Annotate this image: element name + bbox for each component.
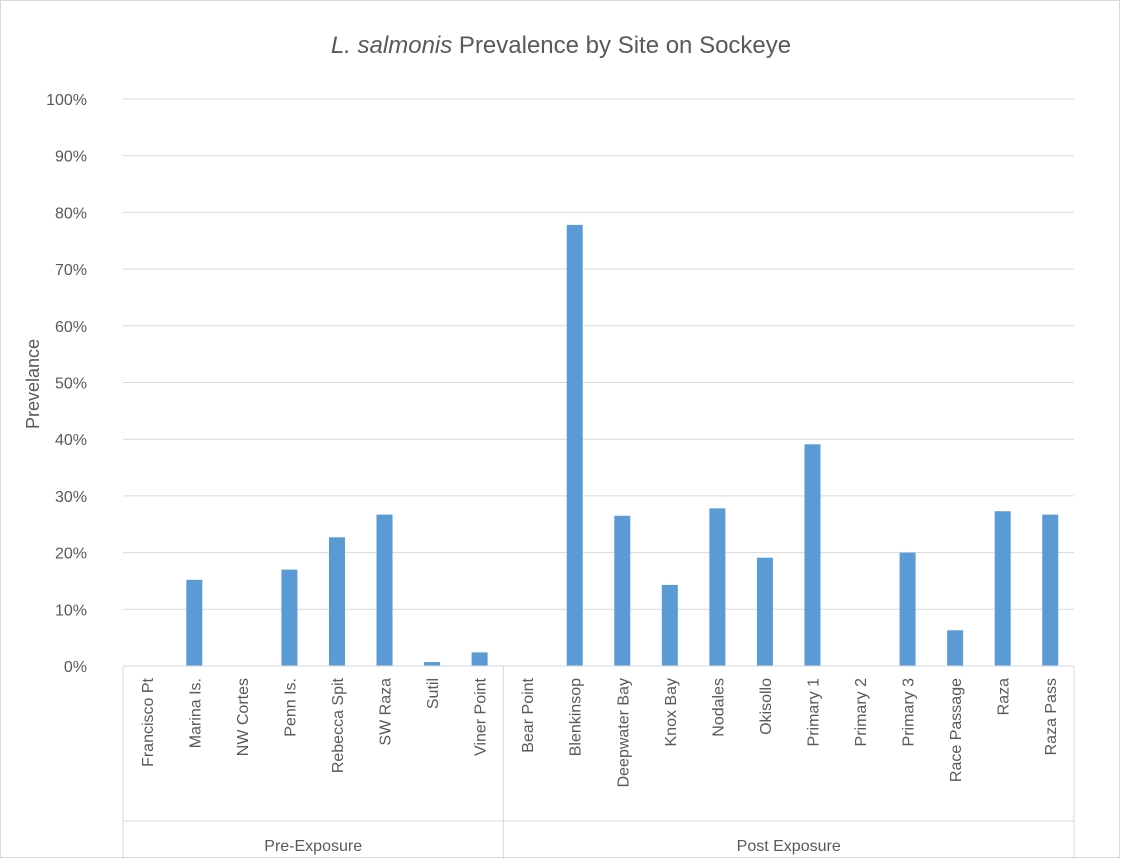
- x-category-label: Raza Pass: [1043, 678, 1060, 755]
- y-tick-label: 60%: [55, 319, 87, 336]
- bar: [709, 508, 726, 666]
- x-category-label: Nodales: [710, 678, 727, 737]
- y-tick-label: 0%: [64, 659, 87, 676]
- bar: [899, 552, 916, 666]
- y-tick-label: 20%: [55, 546, 87, 563]
- bar: [566, 224, 583, 666]
- gridlines: [123, 98, 1074, 667]
- bar: [756, 557, 773, 666]
- bar: [994, 511, 1011, 666]
- x-category-label: Bear Point: [520, 677, 537, 752]
- bar: [1042, 514, 1059, 666]
- y-tick-label: 80%: [55, 205, 87, 222]
- x-category-label: SW Raza: [378, 678, 395, 746]
- x-category-label: Primary 3: [901, 678, 918, 747]
- group-label: Post Exposure: [737, 838, 841, 855]
- x-category-label: Raza: [996, 678, 1013, 715]
- bar: [281, 569, 298, 666]
- bar: [376, 514, 393, 666]
- y-tick-label: 40%: [55, 432, 87, 449]
- group-axis: Pre-Exposure Post Exposure: [122, 665, 1075, 859]
- bars: [186, 224, 1059, 666]
- y-tick-labels: 0% 10% 20% 30% 40% 50% 60% 70% 80% 90% 100%: [46, 92, 87, 676]
- y-tick-label: 70%: [55, 262, 87, 279]
- bar: [947, 630, 964, 666]
- x-category-label: NW Cortes: [235, 678, 252, 756]
- y-tick-label: 50%: [55, 376, 87, 393]
- x-category-label: Okisollo: [758, 678, 775, 735]
- x-category-label: Primary 2: [853, 678, 870, 747]
- x-category-label: Blenkinsop: [568, 678, 585, 756]
- chart-title: L. salmonis Prevalence by Site on Sockey…: [331, 32, 791, 59]
- x-category-label: Rebecca Spit: [330, 677, 347, 773]
- x-category-label: Primary 1: [805, 678, 822, 747]
- x-category-label: Marina Is.: [187, 678, 204, 748]
- bar: [804, 444, 821, 666]
- group-label: Pre-Exposure: [264, 838, 362, 855]
- chart-title-italic: L. salmonis: [331, 32, 452, 59]
- bar: [471, 652, 488, 666]
- x-category-labels: Francisco Pt Marina Is. NW Cortes Penn Is. R…: [140, 677, 1060, 787]
- bar: [186, 579, 203, 666]
- y-axis-label: Prevelance: [23, 339, 43, 429]
- x-category-label: Francisco Pt: [140, 677, 157, 766]
- x-category-label: Knox Bay: [663, 678, 680, 746]
- x-category-label: Sutil: [425, 678, 442, 709]
- bar: [614, 515, 631, 666]
- y-tick-label: 90%: [55, 149, 87, 166]
- x-category-label: Race Passage: [948, 678, 965, 782]
- y-tick-label: 100%: [46, 92, 87, 109]
- y-tick-label: 30%: [55, 489, 87, 506]
- bar: [424, 662, 441, 666]
- y-tick-label: 10%: [55, 602, 87, 619]
- bar: [661, 584, 678, 666]
- x-category-label: Penn Is.: [282, 678, 299, 737]
- chart-title-rest: Prevalence by Site on Sockeye: [452, 32, 791, 59]
- x-category-label: Deepwater Bay: [615, 678, 632, 787]
- bar: [328, 537, 345, 666]
- x-category-label: Viner Point: [473, 677, 490, 756]
